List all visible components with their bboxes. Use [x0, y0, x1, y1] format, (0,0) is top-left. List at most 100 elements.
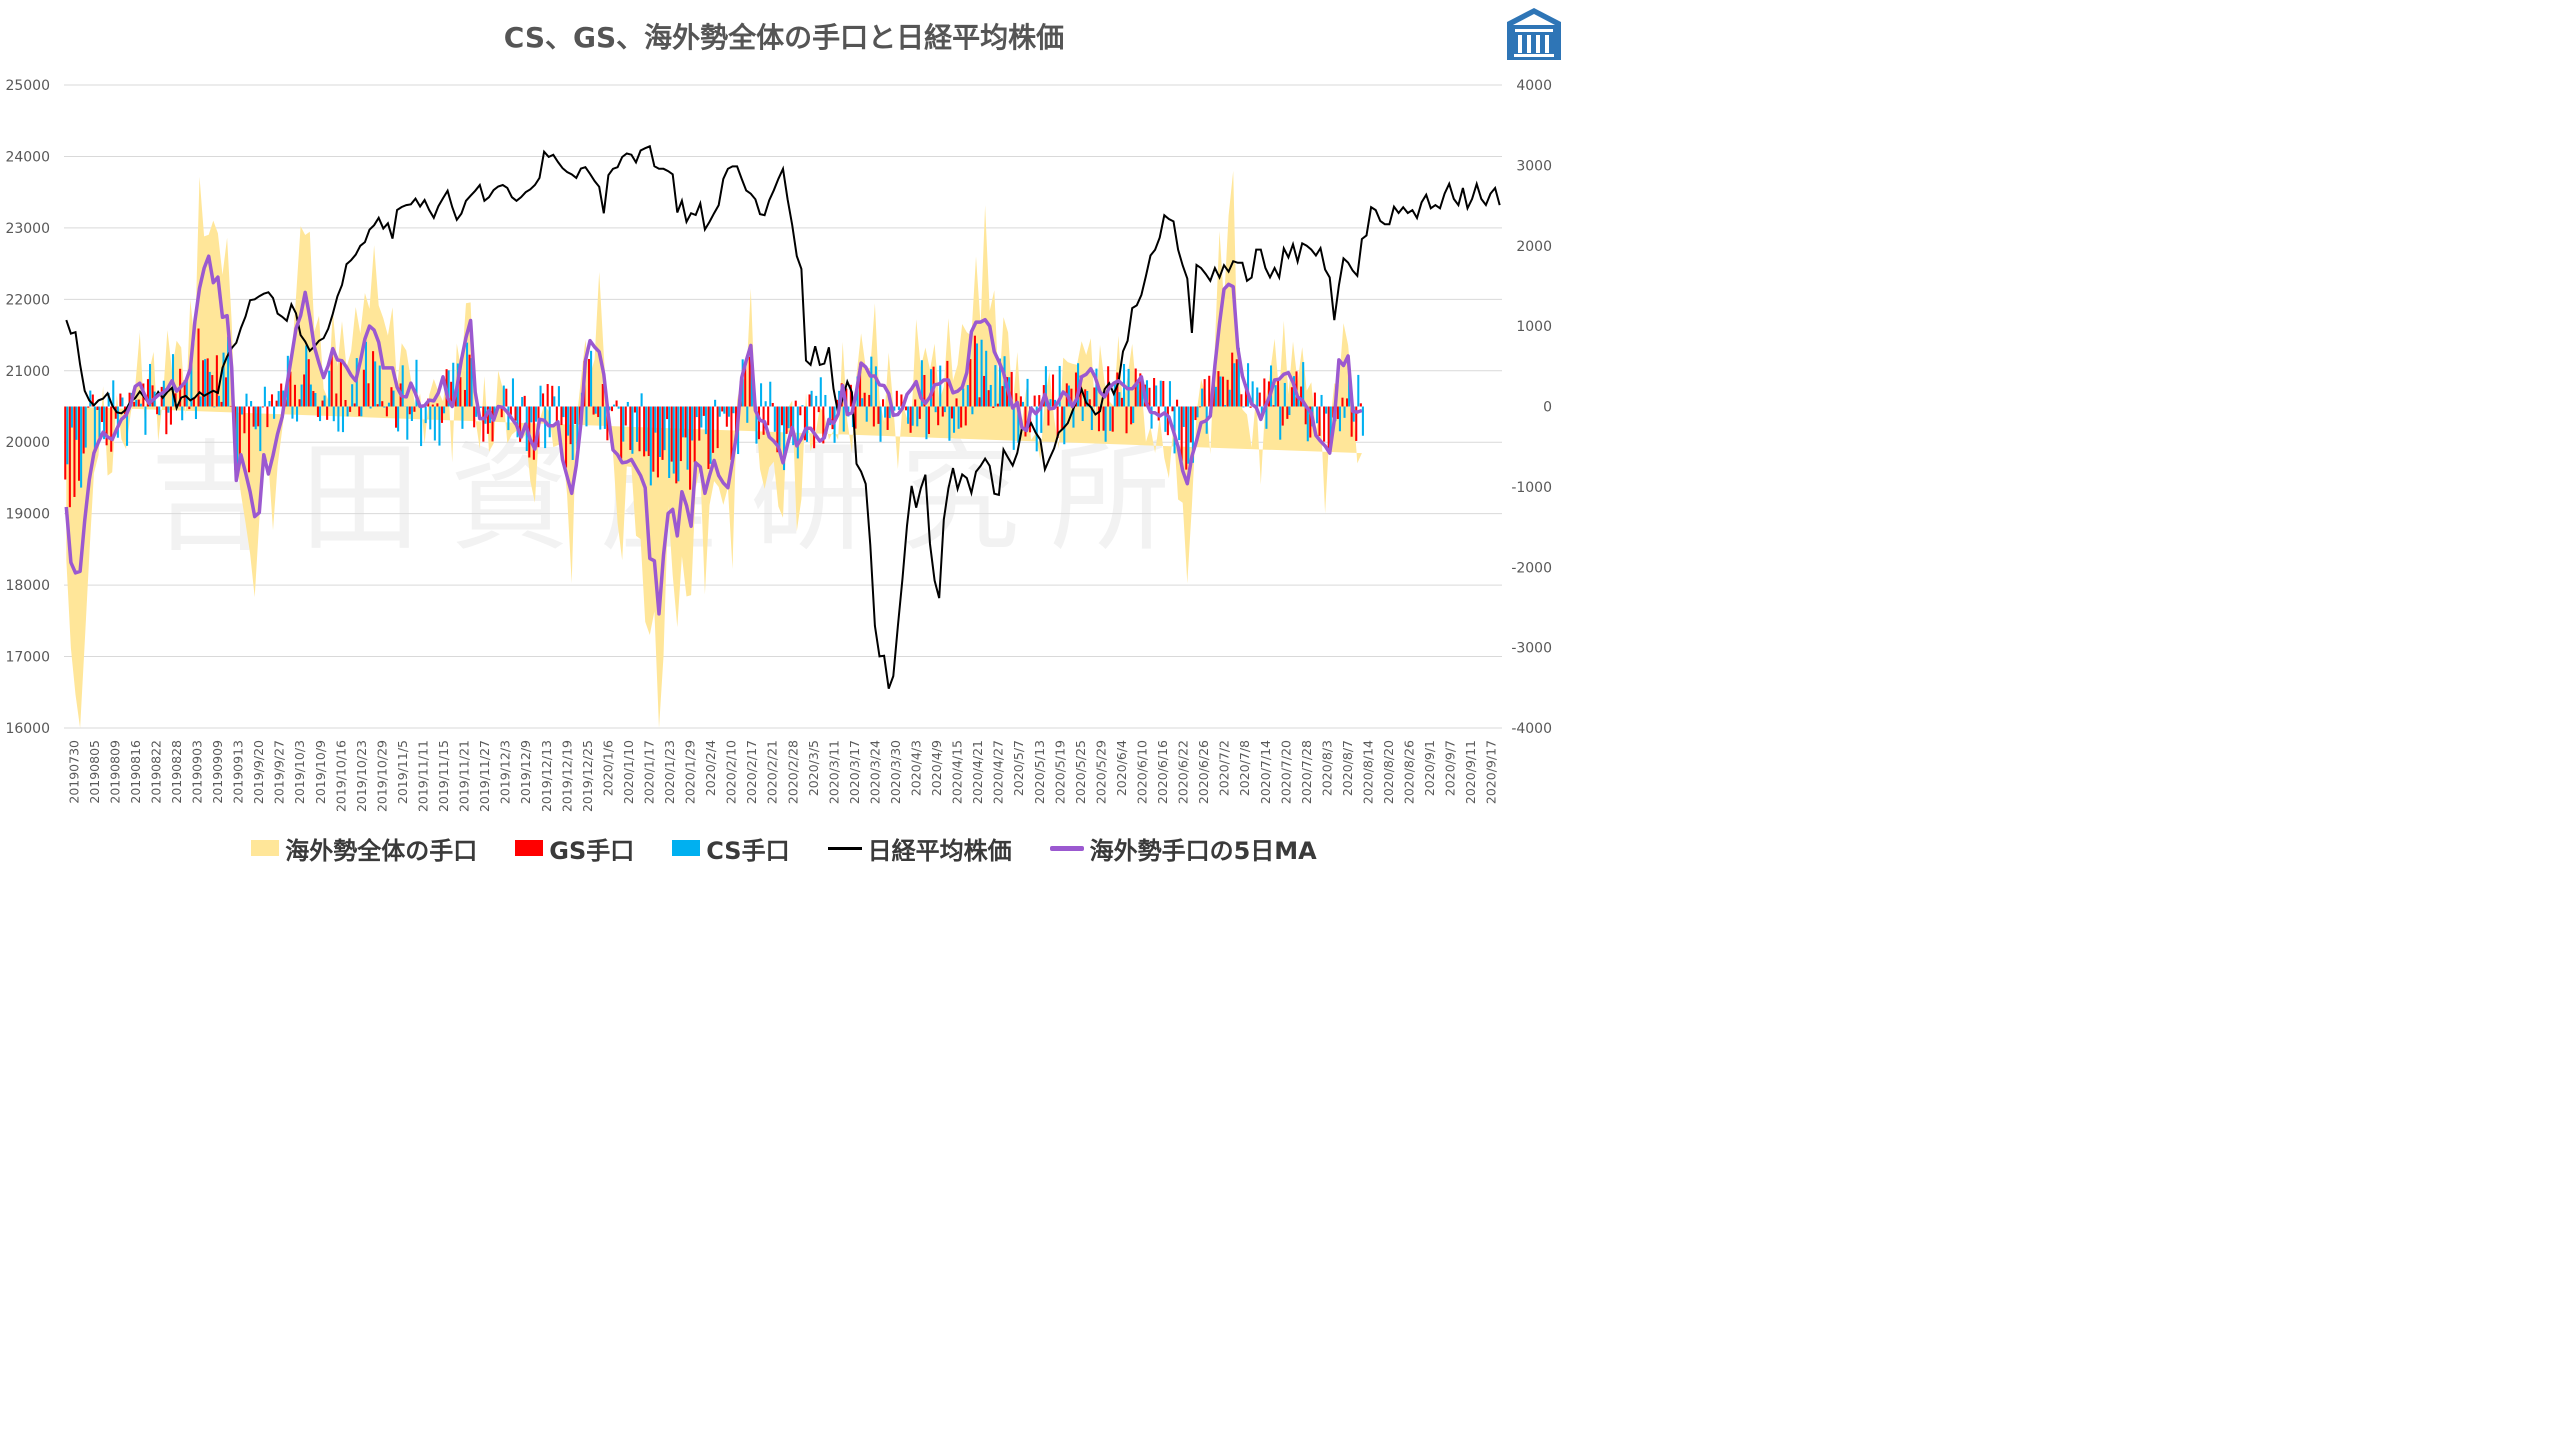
building-logo-icon	[1507, 8, 1561, 60]
bar-cs	[640, 393, 643, 407]
bar-gs	[1093, 387, 1096, 407]
left-tick-label: 17000	[5, 650, 50, 666]
bar-cs	[250, 401, 253, 407]
bar-cs	[1063, 406, 1066, 445]
bar-cs	[815, 395, 818, 407]
left-tick-label: 21000	[5, 364, 50, 380]
left-tick-label: 25000	[5, 78, 50, 94]
bar-cs	[668, 406, 671, 478]
bar-cs	[121, 397, 124, 407]
bar-gs	[900, 394, 903, 407]
bar-gs	[376, 404, 379, 407]
bar-cs	[438, 406, 441, 446]
bar-cs	[148, 363, 152, 407]
bar-cs	[139, 403, 142, 407]
x-tick-label: 2020/6/22	[1176, 740, 1191, 804]
bar-cs	[544, 406, 547, 449]
bar-gs	[1300, 386, 1303, 407]
bar-gs	[624, 406, 627, 426]
bar-gs	[666, 406, 669, 420]
bar-cs	[507, 406, 510, 431]
bar-gs	[647, 406, 650, 457]
bar-gs	[748, 356, 751, 407]
x-tick-label: 2020/1/29	[683, 740, 698, 804]
x-tick-label: 2020/9/7	[1443, 740, 1458, 796]
x-tick-label: 2020/3/17	[847, 740, 862, 804]
bar-gs	[303, 374, 306, 407]
bar-gs	[803, 406, 806, 441]
bar-cs	[236, 406, 239, 471]
x-tick-label: 20190730	[66, 740, 81, 804]
bar-gs	[546, 384, 549, 407]
bar-cs	[112, 380, 115, 407]
bar-cs	[1159, 380, 1162, 407]
bar-gs	[353, 403, 356, 407]
bar-cs	[718, 406, 721, 417]
series-line-ma5	[64, 254, 1363, 616]
bar-cs	[787, 406, 790, 429]
bar-gs	[266, 406, 269, 428]
bar-gs	[1148, 387, 1151, 407]
bar-cs	[1329, 406, 1332, 443]
bar-cs	[1187, 406, 1190, 464]
bar-cs	[181, 406, 184, 421]
bar-gs	[1019, 396, 1022, 407]
bar-gs	[339, 360, 342, 407]
bar-gs	[1001, 386, 1004, 407]
bar-cs	[1297, 399, 1300, 407]
bar-cs	[1155, 385, 1158, 407]
bar-cs	[415, 359, 418, 407]
bar-cs	[824, 394, 827, 407]
bar-cs	[1077, 363, 1080, 407]
bar-gs	[146, 379, 149, 407]
bar-cs	[337, 406, 340, 432]
bar-gs	[794, 400, 797, 407]
bar-gs	[1327, 406, 1330, 450]
x-tick-label: 2020/5/7	[1011, 740, 1026, 796]
bar-gs	[877, 406, 880, 424]
bar-cs	[1040, 406, 1043, 433]
bar-cs	[424, 406, 427, 424]
bar-gs	[505, 388, 508, 407]
x-tick-label: 20190822	[148, 740, 163, 804]
bar-cs	[461, 406, 464, 429]
bar-gs	[822, 406, 825, 444]
bar-cs	[1214, 386, 1217, 407]
x-tick-label: 2019/12/13	[539, 740, 554, 812]
bar-gs	[1355, 406, 1358, 441]
bar-cs	[732, 406, 735, 414]
bar-gs	[1208, 375, 1211, 407]
bar-gs	[702, 406, 705, 416]
bar-gs	[964, 406, 967, 426]
bar-gs	[1221, 376, 1225, 407]
bar-gs	[592, 406, 595, 415]
x-tick-label: 20190805	[87, 740, 102, 804]
x-tick-label: 2020/8/3	[1319, 740, 1334, 796]
x-tick-label: 2019/10/16	[333, 740, 348, 812]
bar-gs	[757, 406, 761, 440]
bar-gs	[87, 406, 90, 408]
bar-cs	[677, 406, 680, 482]
bar-gs	[771, 402, 774, 407]
bar-gs	[1051, 374, 1055, 407]
x-tick-label: 2019/11/27	[477, 740, 492, 812]
x-tick-label: 2020/8/20	[1381, 740, 1396, 804]
bar-gs	[1038, 395, 1041, 407]
bar-gs	[509, 406, 512, 415]
bar-gs	[252, 406, 255, 427]
bar-gs	[1171, 406, 1174, 412]
bar-cs	[723, 406, 726, 414]
x-tick-label: 2020/1/17	[642, 740, 657, 804]
bar-cs	[576, 406, 579, 450]
bar-gs	[670, 406, 673, 462]
bar-cs	[553, 396, 556, 407]
bar-cs	[1357, 374, 1360, 407]
bar-gs	[955, 398, 958, 407]
bar-cs	[447, 370, 450, 407]
bar-gs	[454, 393, 457, 407]
bar-cs	[213, 406, 216, 408]
bar-gs	[1056, 406, 1059, 438]
bar-cs	[144, 406, 147, 435]
x-tick-label: 2020/8/14	[1361, 740, 1376, 804]
x-tick-label: 2020/2/17	[744, 740, 759, 804]
